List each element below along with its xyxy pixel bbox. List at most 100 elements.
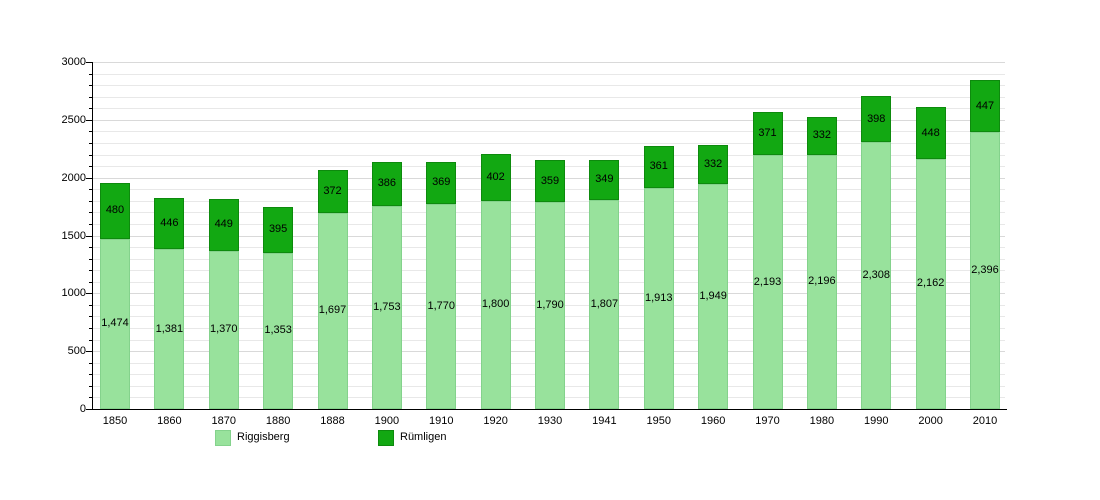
gridline <box>93 154 1005 156</box>
gridline <box>93 96 1005 98</box>
bar-value-label-ruemligen: 359 <box>540 174 560 187</box>
x-axis-tick-label: 1960 <box>700 415 726 427</box>
bar-segment-ruemligen <box>154 197 185 250</box>
x-axis-tick-label: 1850 <box>102 415 128 427</box>
y-axis-tick-label: 0 <box>79 403 86 415</box>
bar-segment-riggisberg <box>806 154 837 409</box>
bar-value-label-ruemligen: 449 <box>214 218 233 231</box>
bar-value-label-riggisberg: 1,370 <box>209 323 238 336</box>
bar-segment-riggisberg <box>861 142 892 409</box>
bar-segment-ruemligen <box>806 116 837 155</box>
bar-value-label-ruemligen: 386 <box>377 177 397 190</box>
bar-value-label-riggisberg: 1,697 <box>318 304 347 317</box>
y-axis-tick <box>89 328 92 330</box>
bar-segment-ruemligen <box>698 145 729 184</box>
y-axis-tick-label: 1500 <box>61 229 86 242</box>
y-axis-tick <box>89 142 92 144</box>
bar-segment-ruemligen <box>643 145 674 188</box>
bar-value-label-ruemligen: 398 <box>867 112 886 125</box>
x-axis-tick-label: 1910 <box>429 415 454 427</box>
bar-segment-riggisberg <box>643 187 674 409</box>
bar-segment-ruemligen <box>752 112 783 156</box>
x-axis-tick-label: 1970 <box>755 415 780 427</box>
y-axis-tick <box>89 131 92 133</box>
x-axis-tick-label: 2010 <box>972 415 998 427</box>
y-axis-tick-label: 3000 <box>61 56 86 68</box>
gridline <box>93 142 1005 144</box>
x-axis-tick-label: 1860 <box>157 415 182 427</box>
y-axis-tick-label: 2500 <box>61 113 86 126</box>
bar-segment-ruemligen <box>263 206 294 253</box>
x-axis-tick-label: 1888 <box>320 415 345 427</box>
bar-value-label-riggisberg: 1,800 <box>481 298 510 311</box>
bar-segment-riggisberg <box>698 183 729 409</box>
bar-value-label-riggisberg: 1,949 <box>699 289 727 302</box>
y-axis-tick <box>89 385 92 387</box>
bar-value-label-ruemligen: 447 <box>975 99 995 112</box>
y-axis-tick <box>86 119 92 121</box>
y-axis-tick <box>86 62 92 63</box>
y-axis-tick <box>89 96 92 98</box>
bar-segment-riggisberg <box>915 158 946 409</box>
legend-swatch-riggisberg <box>215 430 231 446</box>
bar-value-label-ruemligen: 349 <box>595 173 614 186</box>
gridline <box>93 73 1005 75</box>
x-axis-line <box>92 409 1007 410</box>
bar-value-label-ruemligen: 402 <box>486 171 505 184</box>
bar-segment-riggisberg <box>480 200 511 409</box>
y-axis-tick <box>89 397 92 399</box>
x-axis-tick-label: 2000 <box>918 415 943 427</box>
bar-value-label-riggisberg: 2,196 <box>808 275 836 288</box>
y-axis-tick <box>89 362 92 364</box>
bar-value-label-ruemligen: 448 <box>921 126 940 139</box>
x-axis-tick-label: 1950 <box>646 415 671 427</box>
y-axis-tick <box>89 304 92 306</box>
bar-segment-ruemligen <box>100 182 130 239</box>
y-axis-tick-label: 500 <box>67 345 86 358</box>
bar-value-label-riggisberg: 2,396 <box>971 263 999 276</box>
y-axis-tick <box>89 281 92 283</box>
y-axis-tick <box>89 316 92 318</box>
y-axis-tick <box>89 270 92 272</box>
bar-segment-ruemligen <box>317 169 348 213</box>
bar-segment-riggisberg <box>970 131 1000 409</box>
y-axis-tick <box>89 374 92 376</box>
y-axis-line <box>92 62 93 410</box>
x-axis-tick-label: 1980 <box>809 415 835 427</box>
gridline <box>93 108 1005 110</box>
y-axis-tick-label: 2000 <box>61 171 86 184</box>
bar-value-label-ruemligen: 446 <box>160 216 179 229</box>
x-axis-tick-label: 1880 <box>265 415 291 427</box>
bar-segment-ruemligen <box>480 154 511 201</box>
gridline <box>93 62 1005 63</box>
y-axis-tick <box>86 351 92 353</box>
bar-value-label-riggisberg: 1,353 <box>264 324 292 337</box>
bar-segment-riggisberg <box>100 238 130 409</box>
y-axis-tick <box>89 189 92 191</box>
bar-value-label-riggisberg: 1,913 <box>644 291 673 304</box>
bar-value-label-riggisberg: 2,162 <box>916 277 945 290</box>
x-axis-tick-label: 1870 <box>211 415 236 427</box>
bar-segment-ruemligen <box>371 161 402 207</box>
bar-value-label-ruemligen: 332 <box>703 157 723 170</box>
bar-segment-ruemligen <box>915 107 946 159</box>
bar-segment-riggisberg <box>263 252 294 409</box>
bar-segment-riggisberg <box>589 199 620 409</box>
bar-segment-riggisberg <box>752 155 783 409</box>
bar-value-label-ruemligen: 371 <box>758 127 777 140</box>
bar-segment-ruemligen <box>861 96 892 143</box>
y-axis-tick <box>89 258 92 260</box>
gridline <box>93 85 1005 87</box>
y-axis-tick <box>89 108 92 110</box>
bar-segment-riggisberg <box>371 206 402 409</box>
bar-value-label-riggisberg: 1,474 <box>101 317 129 330</box>
y-axis-tick <box>86 177 92 179</box>
y-axis-tick <box>89 223 92 225</box>
bar-value-label-riggisberg: 2,308 <box>862 269 891 282</box>
bar-segment-riggisberg <box>154 249 185 409</box>
bar-value-label-riggisberg: 1,381 <box>155 322 184 335</box>
bar-value-label-ruemligen: 395 <box>268 223 288 236</box>
y-axis-tick <box>89 212 92 214</box>
x-axis-tick-label: 1900 <box>374 415 400 427</box>
